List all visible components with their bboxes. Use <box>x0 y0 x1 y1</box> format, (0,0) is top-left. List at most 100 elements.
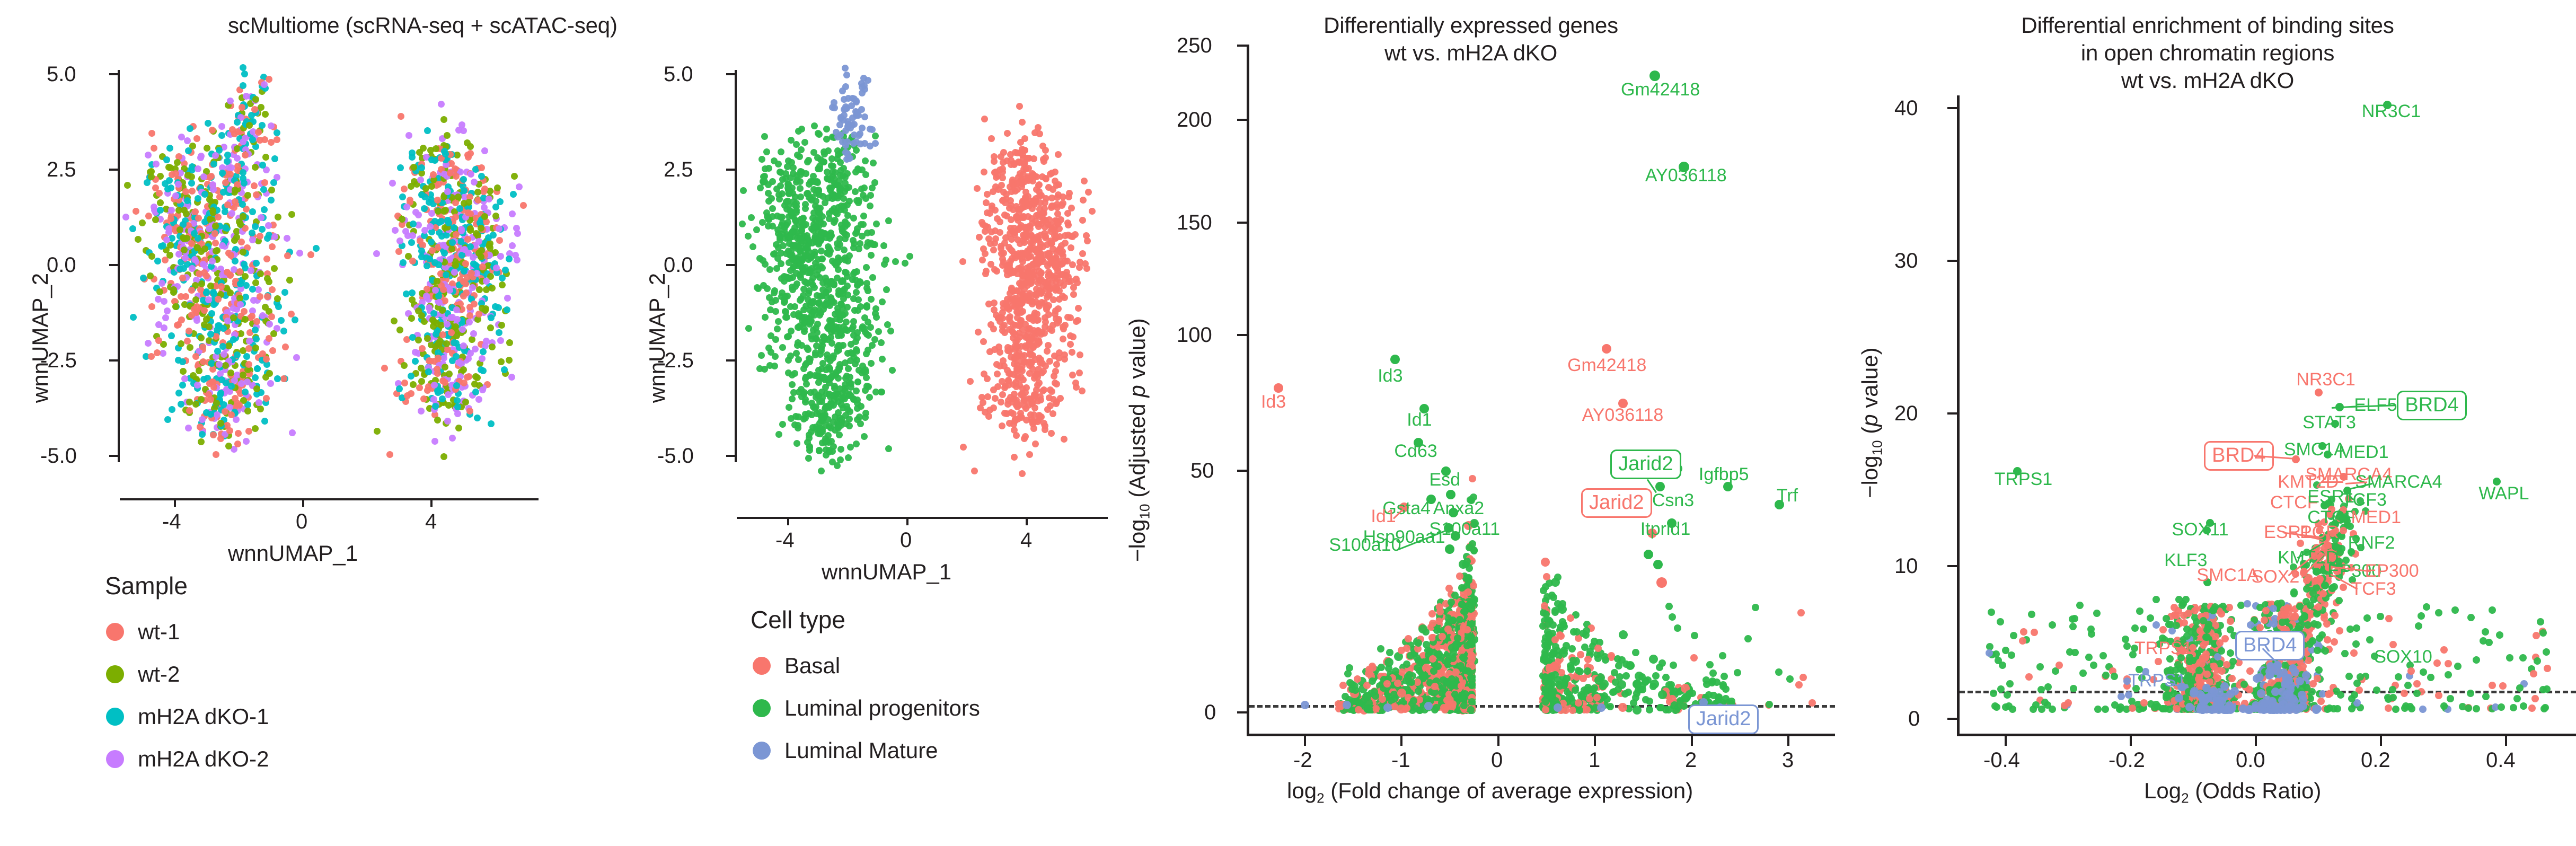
data-point <box>226 97 234 104</box>
data-point <box>415 337 422 344</box>
data-point <box>472 373 480 380</box>
legend-item-label: Luminal progenitors <box>784 695 980 720</box>
data-point <box>1468 540 1476 548</box>
data-point <box>195 367 202 375</box>
data-point <box>1029 317 1037 324</box>
data-point <box>1039 156 1047 163</box>
data-point <box>1060 436 1068 443</box>
data-point <box>199 358 207 365</box>
data-point <box>475 395 482 403</box>
data-point <box>790 389 798 396</box>
data-point <box>471 301 478 308</box>
data-point <box>803 381 810 388</box>
data-point <box>202 289 210 297</box>
data-point <box>248 112 255 119</box>
data-point <box>1068 349 1075 356</box>
data-point <box>152 160 160 168</box>
data-point <box>1631 649 1639 657</box>
data-point <box>251 327 259 334</box>
data-point <box>1019 118 1026 126</box>
panel1-xtickmark <box>174 498 176 507</box>
legend-item-wt1[interactable]: wt-1 <box>106 619 180 645</box>
data-point <box>860 213 868 220</box>
panel1-x-axis-line <box>120 498 539 500</box>
data-point <box>822 384 829 391</box>
panel3-xtick: -2 <box>1293 748 1312 772</box>
data-point <box>213 451 220 458</box>
data-point <box>184 424 192 431</box>
data-point <box>985 300 993 307</box>
data-point <box>504 306 511 314</box>
data-point <box>850 295 858 302</box>
data-point <box>880 242 888 250</box>
legend-item-luminal-mature[interactable]: Luminal Mature <box>753 738 938 763</box>
data-point <box>1393 679 1401 687</box>
legend-color-swatch <box>753 699 771 717</box>
data-point <box>1020 154 1027 162</box>
data-point <box>496 236 503 244</box>
panel3-xtickmark <box>1787 736 1789 746</box>
data-point <box>853 268 861 276</box>
data-point <box>1021 352 1028 359</box>
data-point <box>219 242 226 249</box>
data-point <box>822 451 830 459</box>
data-point <box>122 214 130 221</box>
legend-item-luminal-progenitors[interactable]: Luminal progenitors <box>753 695 980 721</box>
data-point <box>184 137 191 145</box>
legend-item-wt2[interactable]: wt-2 <box>106 662 180 687</box>
data-point <box>403 392 411 400</box>
data-point <box>1072 380 1079 387</box>
data-point <box>441 363 448 371</box>
data-point <box>245 121 253 129</box>
data-point <box>288 429 296 437</box>
data-point <box>473 415 481 422</box>
panel2-ytickmark <box>726 73 735 75</box>
data-point <box>885 445 892 452</box>
legend-item-basal[interactable]: Basal <box>753 653 840 678</box>
data-point <box>396 385 403 392</box>
panel1-xtick: 0 <box>296 510 308 533</box>
panel2-xtick: -4 <box>775 528 795 552</box>
data-point <box>179 381 186 389</box>
data-point <box>211 152 219 159</box>
legend-item-mh2a-dko2[interactable]: mH2A dKO-2 <box>106 746 269 772</box>
legend-item-mh2a-dko1[interactable]: mH2A dKO-1 <box>106 704 269 729</box>
panel-umap-celltype: wnnUMAP_2 5.0 2.5 0.0 -2.5 -5.0 -4 0 4 w… <box>625 0 1108 846</box>
data-point <box>1391 667 1399 675</box>
data-point <box>264 222 272 230</box>
data-point <box>221 408 228 415</box>
data-point <box>1009 334 1017 341</box>
data-point <box>435 354 442 362</box>
data-point <box>453 306 460 313</box>
data-point <box>248 312 255 320</box>
data-point <box>883 286 890 294</box>
data-point <box>1021 193 1029 201</box>
data-point <box>843 327 851 334</box>
panel1-ytickmark <box>109 359 118 362</box>
data-point <box>873 313 880 321</box>
data-point <box>793 151 801 158</box>
data-point <box>1344 670 1352 678</box>
data-point <box>135 235 142 243</box>
panel2-y-axis-label: wnnUMAP_2 <box>645 272 669 403</box>
data-point <box>1009 176 1017 183</box>
data-point <box>1053 360 1061 368</box>
data-point <box>281 288 289 296</box>
data-point <box>747 214 755 222</box>
data-point <box>391 226 399 234</box>
data-point <box>168 332 175 340</box>
data-point <box>262 395 270 402</box>
data-point <box>180 246 188 253</box>
data-point <box>409 257 416 265</box>
data-point <box>1000 148 1008 156</box>
data-point <box>213 411 220 418</box>
data-point <box>1030 418 1038 425</box>
xlabel-prefix: log <box>1287 778 1317 803</box>
data-point <box>477 253 484 260</box>
data-point <box>455 425 463 432</box>
data-point <box>184 172 191 179</box>
data-point <box>799 265 806 272</box>
data-point <box>787 415 795 422</box>
data-point <box>228 210 235 217</box>
